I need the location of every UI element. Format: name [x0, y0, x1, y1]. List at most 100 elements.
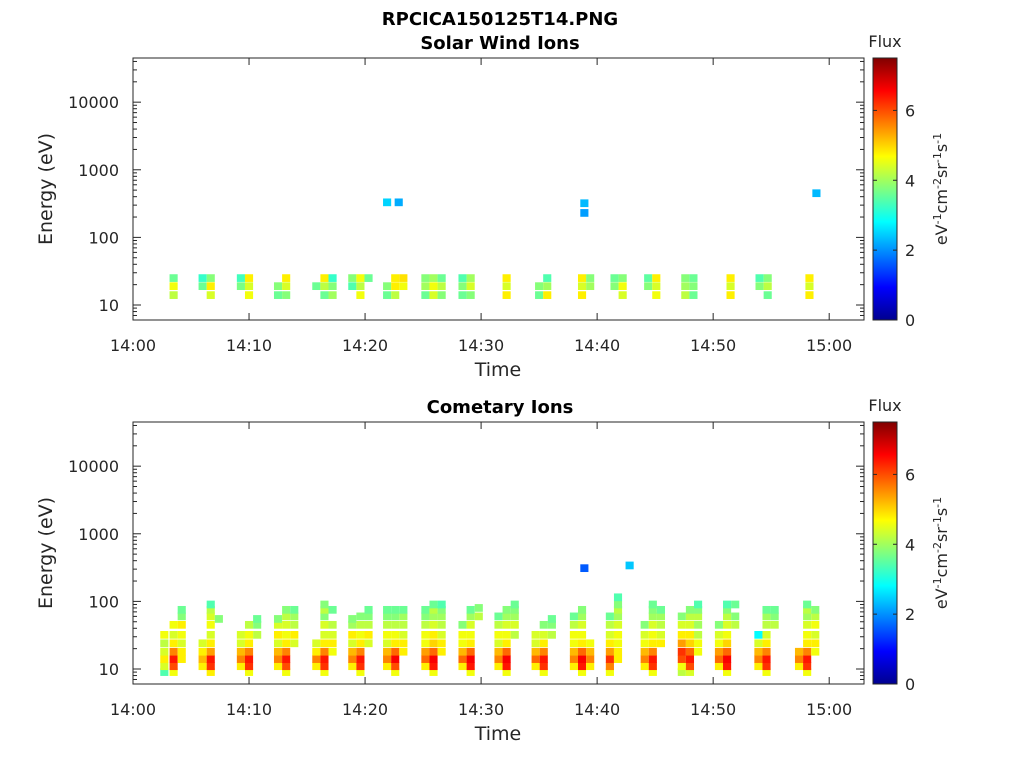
- heatmap-cell: [458, 630, 467, 639]
- heatmap-cell: [421, 605, 430, 614]
- heatmap-cell: [685, 605, 695, 614]
- heatmap-cell: [421, 655, 430, 663]
- heatmap-cell: [466, 282, 475, 291]
- heatmap-cell: [803, 668, 812, 676]
- heatmap-cell: [399, 630, 408, 639]
- heatmap-cell: [586, 274, 595, 282]
- heatmap-cell: [348, 615, 357, 623]
- heatmap-cell: [273, 282, 283, 291]
- heatmap-cell: [458, 662, 467, 671]
- heatmap-cell: [273, 662, 283, 671]
- heatmap-cell: [399, 647, 408, 656]
- heatmap-cell: [206, 612, 215, 621]
- heatmap-cell: [762, 620, 771, 629]
- heatmap-cell: [206, 639, 215, 648]
- heatmap-cell: [364, 620, 373, 629]
- colorbar-unit-label: eV-1cm-2sr-1s-1: [931, 133, 951, 245]
- heatmap-cell: [763, 282, 772, 291]
- heatmap-cell: [656, 639, 666, 648]
- heatmap-cell: [577, 274, 587, 282]
- heatmap-cell: [648, 600, 657, 609]
- heatmap-cell: [236, 639, 245, 648]
- heatmap-cell: [236, 655, 245, 663]
- heatmap-cell: [794, 662, 804, 671]
- heatmap-cell: [320, 668, 329, 676]
- heatmap-cell: [282, 655, 291, 663]
- heatmap-cell: [466, 655, 475, 663]
- heatmap-cell: [290, 605, 299, 614]
- heatmap-cell: [535, 282, 544, 291]
- heatmap-cell: [429, 291, 438, 299]
- heatmap-cell: [282, 662, 291, 671]
- heatmap-cell: [613, 600, 623, 609]
- x-tick-label: 15:00: [806, 336, 852, 355]
- heatmap-cell: [770, 612, 779, 621]
- heatmap-cell: [502, 620, 511, 629]
- heatmap-cell: [531, 662, 540, 671]
- heatmap-cell: [383, 612, 392, 621]
- heatmap-cell: [399, 605, 408, 614]
- heatmap-cell: [206, 668, 215, 676]
- heatmap-cell: [253, 630, 262, 639]
- heatmap-cell: [206, 282, 215, 291]
- heatmap-cell: [586, 647, 595, 656]
- heatmap-cell: [685, 620, 695, 629]
- heatmap-cell: [640, 639, 649, 648]
- heatmap-cell: [391, 620, 400, 629]
- heatmap-cell: [244, 630, 254, 639]
- figure-title: RPCICA150125T14.PNG: [382, 9, 618, 30]
- heatmap-cell: [605, 647, 614, 656]
- y-tick-label: 10: [99, 660, 119, 679]
- heatmap-cell: [805, 282, 814, 291]
- heatmap-cell: [466, 647, 475, 656]
- x-axis: 14:00 14:10 14:20 14:30 14:40 14:50 15:00: [110, 422, 852, 719]
- heatmap-cell: [803, 600, 812, 609]
- heatmap-cell: [391, 630, 400, 639]
- heatmap-cell: [356, 668, 365, 676]
- heatmap-cell: [273, 655, 283, 663]
- heatmap-cell: [605, 639, 614, 648]
- colorbar-tick-label: 2: [905, 241, 915, 260]
- heatmap-cell: [160, 639, 169, 648]
- heatmap-cell: [803, 655, 812, 663]
- heatmap-cell: [169, 662, 178, 671]
- heatmap-cell: [531, 639, 540, 648]
- colorbar: Flux 0 2 4 6 eV-1cm-2sr-1s-1: [868, 396, 951, 694]
- heatmap-cell: [466, 668, 475, 676]
- heatmap-cell: [244, 620, 254, 629]
- heatmap-cell: [613, 620, 623, 629]
- heatmap-cell: [236, 274, 245, 282]
- heatmap-cell: [648, 630, 657, 639]
- heatmap-cell: [694, 630, 703, 639]
- heatmap-cell: [244, 662, 254, 671]
- heatmap-cell: [328, 620, 337, 629]
- heatmap-cell: [580, 209, 589, 217]
- heatmap-cell: [356, 655, 365, 663]
- heatmap-cell: [531, 647, 540, 656]
- heatmap-cell: [206, 647, 215, 656]
- heatmap-cell: [437, 630, 446, 639]
- heatmap-cell: [731, 620, 740, 629]
- y-axis-label: Energy (eV): [35, 133, 57, 245]
- heatmap-cell: [714, 630, 724, 639]
- heatmap-cell: [236, 647, 245, 656]
- colorbar-tick-label: 0: [905, 311, 915, 330]
- heatmap-cell: [437, 620, 446, 629]
- heatmap-cell: [648, 612, 657, 621]
- heatmap-cell: [694, 605, 703, 614]
- heatmap-cell: [677, 620, 686, 629]
- x-tick-label: 15:00: [806, 700, 852, 719]
- heatmap-cell: [613, 639, 623, 648]
- x-tick-label: 14:50: [690, 336, 736, 355]
- heatmap-cell: [723, 647, 732, 656]
- heatmap-cell: [494, 655, 503, 663]
- heatmap-cell: [214, 615, 223, 623]
- heatmap-cell: [681, 282, 690, 291]
- heatmap-cell: [437, 291, 446, 299]
- heatmap-cell: [364, 630, 373, 639]
- colorbar-tick-label: 4: [905, 171, 915, 190]
- heatmap-cell: [236, 662, 245, 671]
- heatmap-cell: [577, 605, 587, 614]
- y-axis: 10 100 1000 10000: [68, 60, 864, 316]
- heatmap-cell: [474, 612, 483, 621]
